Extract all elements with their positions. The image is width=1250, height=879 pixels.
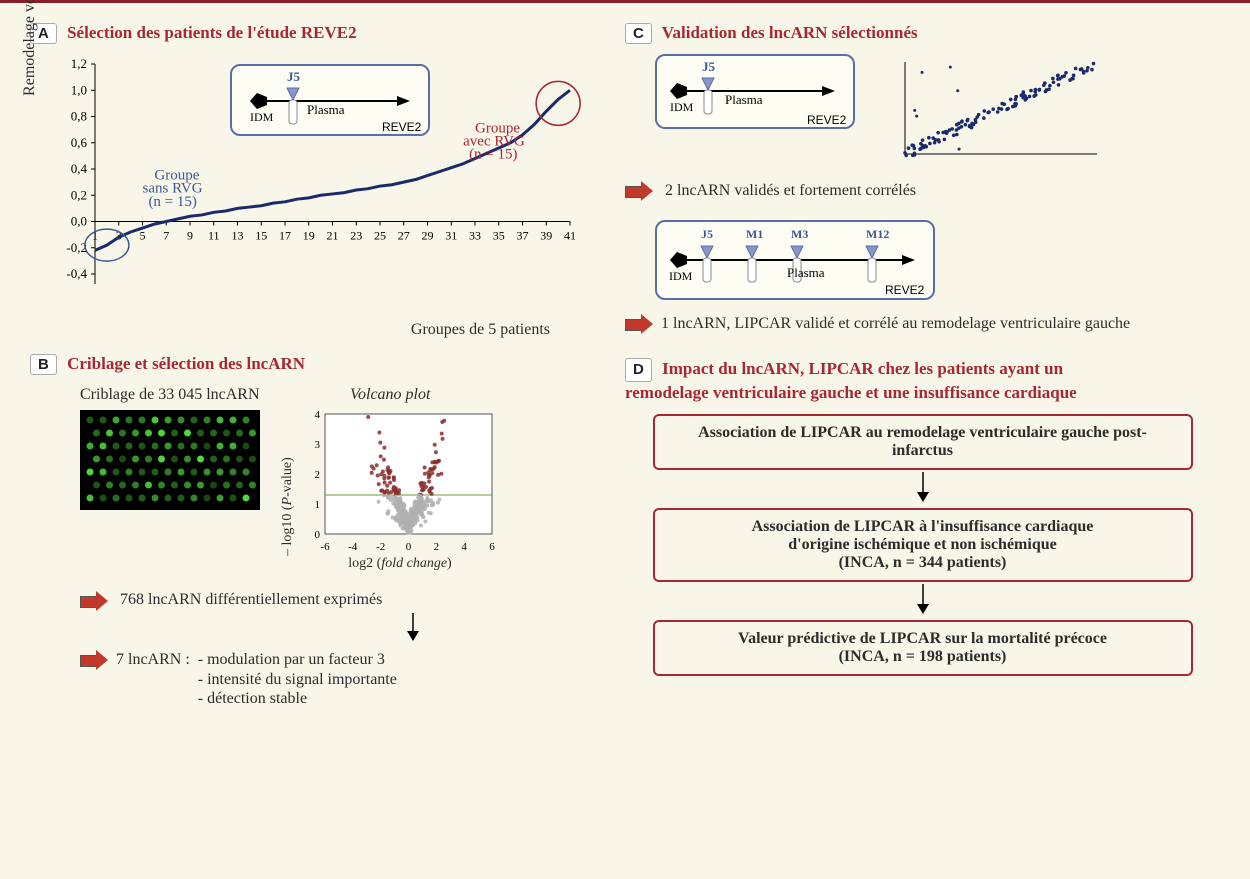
inset-j5-label: J5 <box>287 69 301 84</box>
svg-text:25: 25 <box>374 229 386 243</box>
svg-text:4: 4 <box>315 409 321 421</box>
svg-text:6: 6 <box>489 541 495 553</box>
arrow-icon <box>625 183 653 199</box>
arrow-icon <box>625 316 653 332</box>
inset-plasma: Plasma <box>307 102 345 117</box>
svg-text:REVE2: REVE2 <box>807 113 847 127</box>
panel-c-title: C Validation des lncARN sélectionnés <box>625 23 1220 44</box>
svg-text:Plasma: Plasma <box>787 265 825 280</box>
svg-text:0,4: 0,4 <box>71 161 88 176</box>
tube-icon <box>289 100 297 124</box>
svg-text:19: 19 <box>303 229 315 243</box>
panel-b-line2: 7 lncARN : <box>116 650 190 669</box>
panel-b-letter: B <box>30 354 57 375</box>
svg-text:2: 2 <box>434 541 440 553</box>
panel-a: A Sélection des patients de l'étude REVE… <box>30 23 625 334</box>
svg-text:0,0: 0,0 <box>71 214 87 229</box>
svg-text:4: 4 <box>461 541 467 553</box>
panel-d: D Impact du lncARN, LIPCAR chez les pati… <box>625 358 1220 676</box>
panel-d-box2: Association de LIPCAR à l'insuffisance c… <box>653 508 1193 582</box>
svg-text:31: 31 <box>445 229 457 243</box>
svg-text:27: 27 <box>398 229 410 243</box>
panel-d-title: D Impact du lncARN, LIPCAR chez les pati… <box>625 358 1145 404</box>
svg-text:J5: J5 <box>702 59 716 74</box>
volcano-plot: Volcano plot – log10 (P-value) -6-4-2024… <box>280 385 500 572</box>
svg-text:13: 13 <box>232 229 244 243</box>
svg-text:-2: -2 <box>376 541 385 553</box>
svg-text:33: 33 <box>469 229 481 243</box>
svg-text:-4: -4 <box>348 541 358 553</box>
svg-text:Plasma: Plasma <box>725 92 763 107</box>
svg-text:M12: M12 <box>866 227 889 241</box>
svg-text:-0,2: -0,2 <box>66 240 87 255</box>
arrow-icon <box>80 593 108 609</box>
panel-d-box3: Valeur prédictive de LIPCAR sur la morta… <box>653 620 1193 676</box>
down-arrow-icon <box>625 472 1220 506</box>
svg-text:21: 21 <box>327 229 339 243</box>
panel-b-bullets: - modulation par un facteur 3 - intensit… <box>198 650 397 708</box>
svg-text:M1: M1 <box>746 227 763 241</box>
svg-text:29: 29 <box>422 229 434 243</box>
panel-a-title: A Sélection des patients de l'étude REVE… <box>30 23 625 44</box>
svg-text:0,6: 0,6 <box>71 135 88 150</box>
svg-text:5: 5 <box>140 229 146 243</box>
volcano-svg: -6 -4 -2 0 2 4 6 0 1 2 3 4 <box>300 406 500 556</box>
panel-b-title: B Criblage et sélection des lncARN <box>30 354 625 375</box>
panel-a-inset: J5 IDM Plasma REVE2 <box>230 64 430 136</box>
svg-text:(n = 15): (n = 15) <box>469 147 517 163</box>
svg-text:35: 35 <box>493 229 505 243</box>
panel-c-text1: 2 lncARN validés et fortement corrélés <box>665 182 916 199</box>
svg-text:39: 39 <box>540 229 552 243</box>
svg-text:11: 11 <box>208 229 220 243</box>
panel-a-chart: Remodelage ventriculaire gauche 1,21,00,… <box>50 54 590 334</box>
panel-c-inset1: J5 IDM Plasma REVE2 <box>655 54 855 129</box>
panel-b: B Criblage et sélection des lncARN Cribl… <box>30 354 625 708</box>
svg-text:J5: J5 <box>701 227 713 241</box>
svg-text:15: 15 <box>255 229 267 243</box>
triangle-icon <box>287 88 299 100</box>
svg-text:M3: M3 <box>791 227 808 241</box>
svg-text:1,2: 1,2 <box>71 56 87 71</box>
svg-text:17: 17 <box>279 229 291 243</box>
down-arrow-icon <box>625 584 1220 618</box>
svg-text:REVE2: REVE2 <box>885 283 925 297</box>
svg-text:0: 0 <box>406 541 412 553</box>
svg-text:1: 1 <box>315 499 321 511</box>
panel-a-ylabel: Remodelage ventriculaire gauche <box>21 0 39 96</box>
svg-text:IDM: IDM <box>670 100 694 114</box>
svg-text:23: 23 <box>350 229 362 243</box>
svg-text:0,8: 0,8 <box>71 109 87 124</box>
svg-text:9: 9 <box>187 229 193 243</box>
svg-text:37: 37 <box>517 229 529 243</box>
panel-c-scatter <box>885 54 1105 169</box>
svg-text:-0,4: -0,4 <box>66 266 87 281</box>
star-icon <box>250 93 267 109</box>
svg-text:3: 3 <box>315 439 321 451</box>
svg-text:1,0: 1,0 <box>71 82 87 97</box>
panel-b-line1: 768 lncARN différentiellement exprimés <box>120 591 382 608</box>
panel-b-screening: Criblage de 33 045 lncARN <box>80 385 260 404</box>
down-arrow-icon <box>200 613 625 646</box>
panel-c-text2: 1 lncARN, LIPCAR validé et corrélé au re… <box>661 314 1130 333</box>
volcano-xlabel: log2 (fold change) <box>300 556 500 572</box>
svg-text:7: 7 <box>163 229 169 243</box>
svg-text:2: 2 <box>315 469 321 481</box>
panel-c-inset2: IDM J5 M1 M3 M12 Plasma REVE2 <box>655 220 935 300</box>
volcano-ylabel: – log10 (P-value) <box>280 406 296 556</box>
microarray-graphic <box>80 410 260 510</box>
panel-c: C Validation des lncARN sélectionnés J5 … <box>625 23 1220 333</box>
panel-a-xlabel: Groupes de 5 patients <box>411 321 550 339</box>
panel-c-letter: C <box>625 23 652 44</box>
arrow-icon <box>80 652 108 668</box>
inset-idm: IDM <box>250 110 274 124</box>
panel-d-letter: D <box>625 358 652 382</box>
svg-text:0,2: 0,2 <box>71 187 87 202</box>
svg-text:41: 41 <box>564 229 576 243</box>
svg-text:(n = 15): (n = 15) <box>148 194 196 210</box>
svg-text:0: 0 <box>315 529 321 541</box>
svg-text:-6: -6 <box>320 541 330 553</box>
inset-study: REVE2 <box>382 120 422 134</box>
panel-d-box1: Association de LIPCAR au remodelage vent… <box>653 414 1193 470</box>
svg-text:IDM: IDM <box>669 269 693 283</box>
